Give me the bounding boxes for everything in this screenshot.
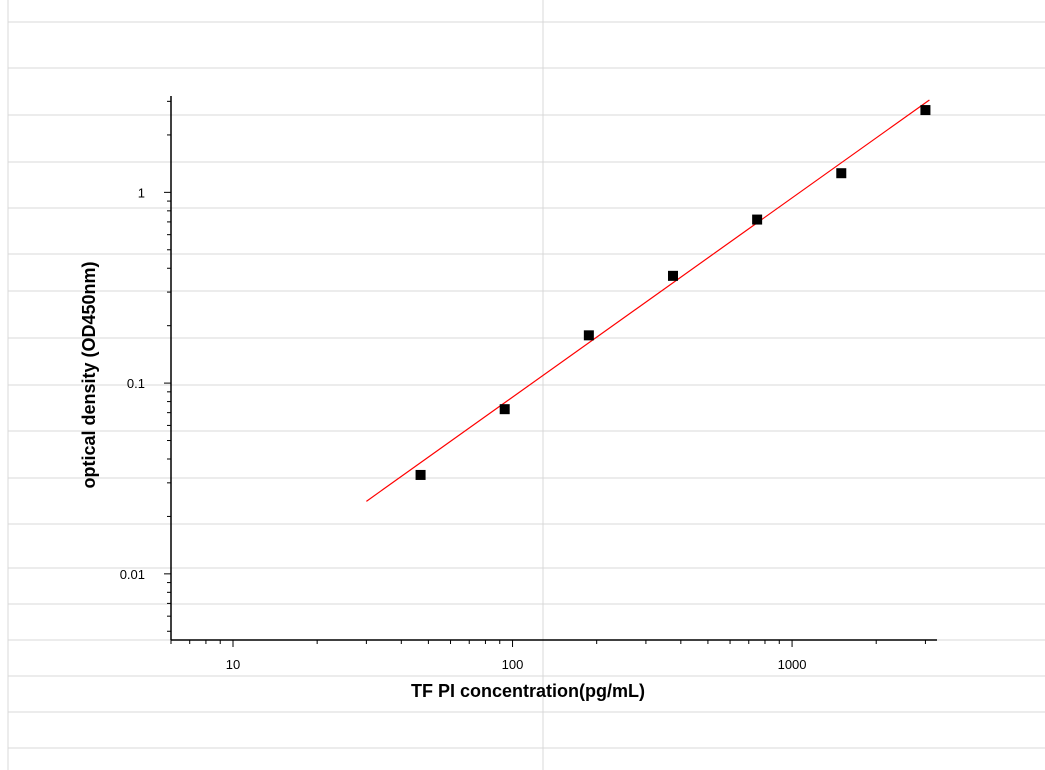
y-axis-ticks <box>164 100 171 632</box>
fit-line <box>366 99 930 502</box>
y-tick-label: 0.01 <box>120 567 145 582</box>
data-point <box>667 270 678 281</box>
plot-axes <box>170 96 937 641</box>
data-point <box>920 105 931 116</box>
x-tick-label: 100 <box>502 657 524 672</box>
data-points <box>415 105 931 480</box>
x-tick-labels: 10 100 1000 <box>226 657 807 672</box>
x-tick-label: 10 <box>226 657 240 672</box>
spreadsheet-gridlines <box>7 0 1045 770</box>
x-axis-title: TF PI concentration(pg/mL) <box>411 681 645 701</box>
data-point <box>415 469 426 480</box>
x-tick-label: 1000 <box>778 657 807 672</box>
y-tick-labels: 0.01 0.1 1 <box>120 185 145 581</box>
data-point <box>836 168 847 179</box>
x-axis-ticks <box>170 640 926 647</box>
data-point <box>752 214 763 225</box>
data-point <box>583 330 594 341</box>
data-point <box>499 404 510 415</box>
y-tick-label: 0.1 <box>127 376 145 391</box>
fit-line-group <box>366 99 930 502</box>
y-axis-title: optical density (OD450nm) <box>79 261 99 488</box>
y-tick-label: 1 <box>138 185 145 200</box>
